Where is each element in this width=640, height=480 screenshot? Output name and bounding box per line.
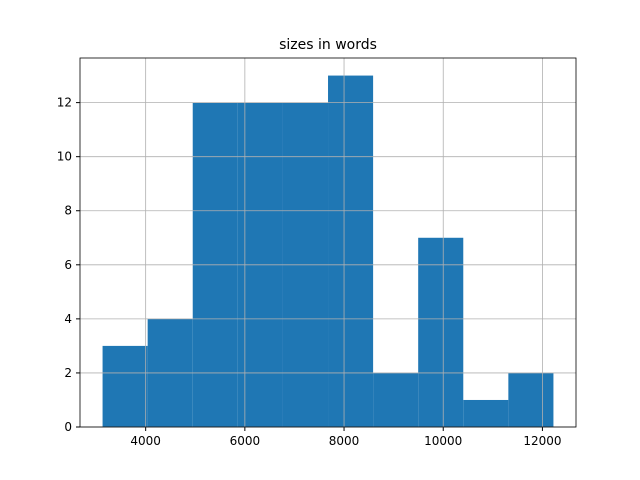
y-tick-label: 2 <box>64 366 72 380</box>
y-tick-label: 8 <box>64 204 72 218</box>
y-tick-label: 10 <box>57 150 72 164</box>
bar <box>508 372 554 427</box>
bar <box>418 237 464 427</box>
x-tick-label: 6000 <box>230 434 261 448</box>
bar <box>328 75 374 428</box>
x-tick-label: 4000 <box>130 434 161 448</box>
bar <box>102 345 148 427</box>
x-tick-label: 8000 <box>329 434 360 448</box>
y-tick-label: 6 <box>64 258 72 272</box>
y-tick-label: 4 <box>64 312 72 326</box>
chart-title: sizes in words <box>279 37 377 53</box>
y-tick-label: 12 <box>57 96 72 110</box>
bar <box>463 399 509 427</box>
plot-frame <box>79 57 577 428</box>
bar <box>373 372 419 427</box>
x-tick-label: 12000 <box>523 434 561 448</box>
x-tick-label: 10000 <box>424 434 462 448</box>
y-tick-label: 0 <box>64 420 72 434</box>
